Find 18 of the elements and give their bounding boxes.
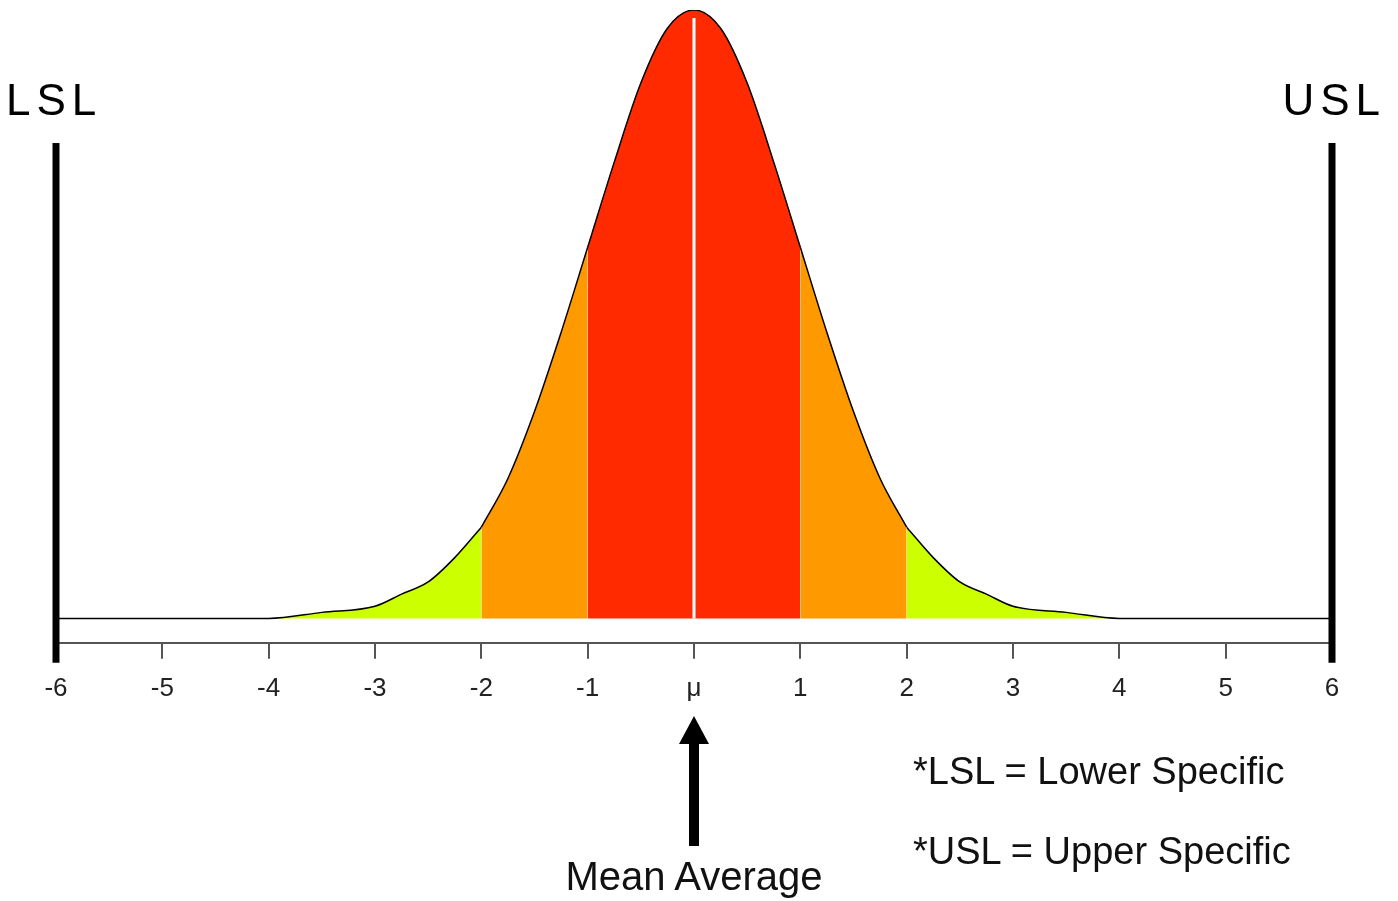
x-tick-label: -3 <box>363 671 387 702</box>
text: Mean Average <box>564 853 824 899</box>
x-tick-label: -5 <box>150 671 174 702</box>
x-tick-label: -1 <box>576 671 600 702</box>
ref-line-label: LSL <box>6 75 103 124</box>
ref-line-label: USL <box>1282 75 1386 124</box>
text: *USL = Upper Specific <box>913 829 1291 874</box>
x-tick-label: μ <box>686 671 702 702</box>
x-tick-label: -4 <box>257 671 281 702</box>
x-tick-label: 3 <box>1005 671 1021 702</box>
x-tick-label: 5 <box>1218 671 1233 702</box>
x-tick-label: 1 <box>793 671 808 702</box>
text: *LSL = Lower Specific <box>913 749 1285 794</box>
x-tick-label: -6 <box>44 671 68 702</box>
x-tick-label: 2 <box>899 671 914 702</box>
x-tick-label: -2 <box>469 671 493 702</box>
x-tick-label: 6 <box>1324 671 1340 702</box>
x-tick-label: 4 <box>1112 671 1127 702</box>
